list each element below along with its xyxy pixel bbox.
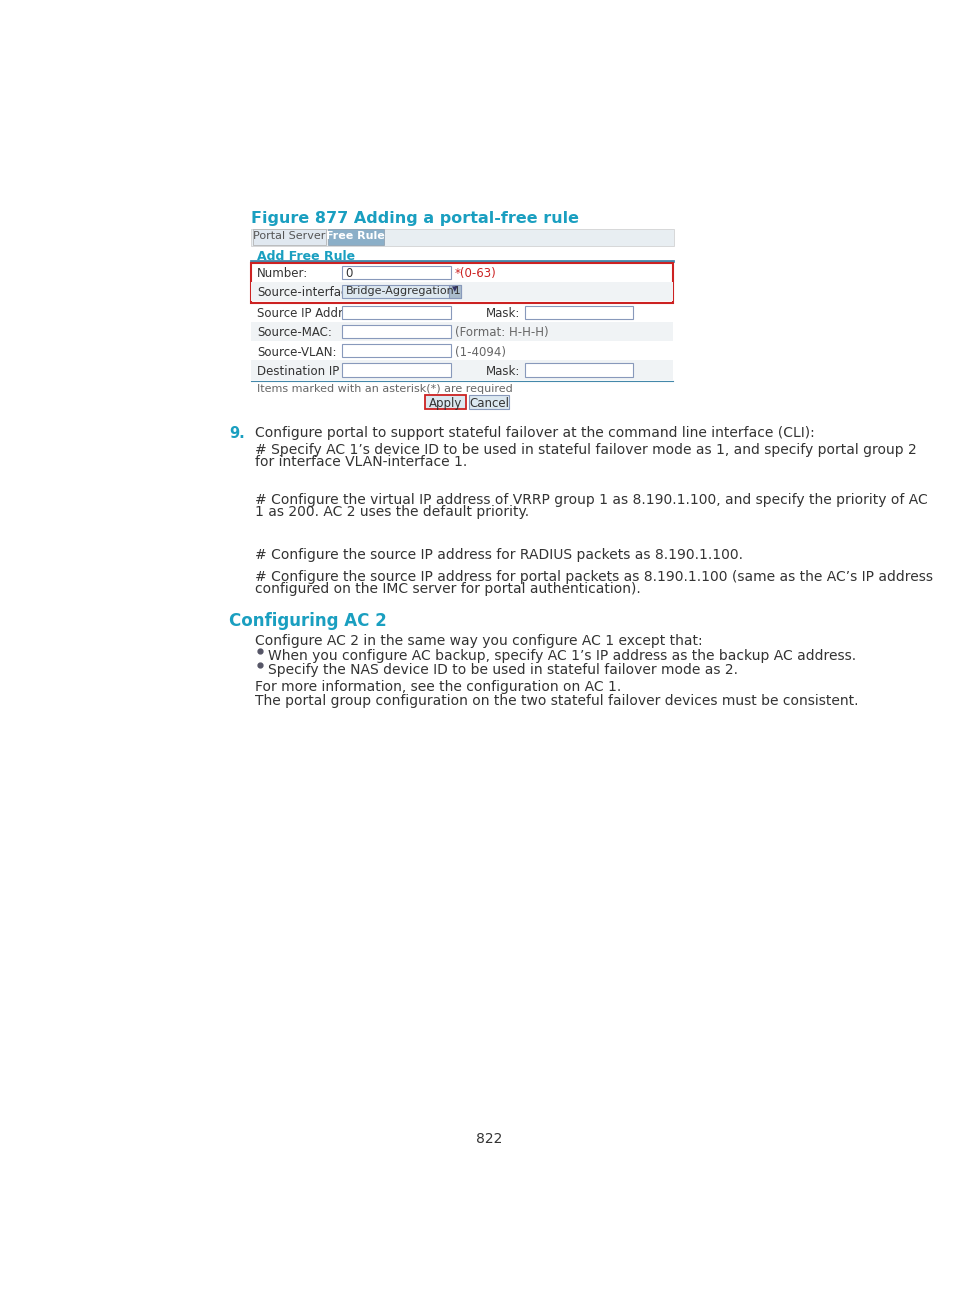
- Bar: [342, 285, 460, 298]
- Text: Mask:: Mask:: [485, 307, 519, 320]
- Text: *(0-63): *(0-63): [455, 267, 497, 280]
- Text: Source-VLAN:: Source-VLAN:: [257, 346, 336, 359]
- Bar: [251, 228, 674, 246]
- Bar: [251, 302, 673, 321]
- Text: Source-interface:: Source-interface:: [257, 286, 358, 299]
- Bar: [251, 263, 673, 302]
- Text: When you configure AC backup, specify AC 1’s IP address as the backup AC address: When you configure AC backup, specify AC…: [268, 649, 855, 664]
- Text: Portal Server: Portal Server: [253, 231, 325, 241]
- Text: Specify the NAS device ID to be used in stateful failover mode as 2.: Specify the NAS device ID to be used in …: [268, 664, 738, 677]
- Text: 9.: 9.: [229, 426, 245, 441]
- Bar: [251, 360, 673, 380]
- Bar: [342, 345, 451, 358]
- Text: Mask:: Mask:: [485, 365, 519, 378]
- Text: 822: 822: [476, 1131, 501, 1146]
- Text: # Configure the source IP address for RADIUS packets as 8.190.1.100.: # Configure the source IP address for RA…: [254, 548, 742, 562]
- Text: (1-4094): (1-4094): [455, 346, 505, 359]
- Bar: [468, 395, 509, 408]
- Text: configured on the IMC server for portal authentication).: configured on the IMC server for portal …: [254, 582, 640, 596]
- Text: Configure AC 2 in the same way you configure AC 1 except that:: Configure AC 2 in the same way you confi…: [254, 634, 701, 648]
- Text: Free Rule: Free Rule: [326, 231, 385, 241]
- Text: Configuring AC 2: Configuring AC 2: [229, 612, 387, 630]
- Text: # Configure the virtual IP address of VRRP group 1 as 8.190.1.100, and specify t: # Configure the virtual IP address of VR…: [254, 492, 926, 507]
- Text: Apply: Apply: [429, 398, 461, 411]
- Text: For more information, see the configuration on AC 1.: For more information, see the configurat…: [254, 680, 620, 693]
- Text: Configure portal to support stateful failover at the command line interface (CLI: Configure portal to support stateful fai…: [254, 426, 814, 439]
- Text: Bridge-Aggregation1: Bridge-Aggregation1: [345, 286, 461, 297]
- Bar: [251, 321, 673, 341]
- Bar: [251, 281, 673, 301]
- Text: Add Free Rule: Add Free Rule: [257, 250, 355, 263]
- Text: # Specify AC 1’s device ID to be used in stateful failover mode as 1, and specif: # Specify AC 1’s device ID to be used in…: [254, 443, 916, 456]
- Text: ▾: ▾: [452, 285, 457, 294]
- Text: Cancel: Cancel: [469, 398, 508, 411]
- Text: Figure 877 Adding a portal-free rule: Figure 877 Adding a portal-free rule: [251, 211, 578, 226]
- Bar: [448, 285, 460, 298]
- Text: Number:: Number:: [257, 267, 308, 280]
- Text: The portal group configuration on the two stateful failover devices must be cons: The portal group configuration on the tw…: [254, 693, 858, 708]
- Bar: [524, 363, 633, 377]
- Text: for interface VLAN-interface 1.: for interface VLAN-interface 1.: [254, 455, 467, 469]
- Text: Destination IP Address:: Destination IP Address:: [257, 365, 394, 378]
- Text: Source-MAC:: Source-MAC:: [257, 327, 332, 340]
- Bar: [251, 341, 673, 360]
- Bar: [342, 306, 451, 319]
- Text: 1 as 200. AC 2 uses the default priority.: 1 as 200. AC 2 uses the default priority…: [254, 505, 529, 520]
- Bar: [328, 229, 383, 245]
- Bar: [342, 363, 451, 377]
- Text: Items marked with an asterisk(*) are required: Items marked with an asterisk(*) are req…: [257, 384, 513, 394]
- Text: 0: 0: [344, 267, 352, 280]
- Bar: [342, 325, 451, 338]
- Bar: [342, 266, 451, 279]
- Bar: [524, 306, 633, 319]
- Bar: [253, 229, 326, 245]
- Bar: [425, 395, 465, 408]
- Text: (Format: H-H-H): (Format: H-H-H): [455, 327, 548, 340]
- Text: Source IP Address:: Source IP Address:: [257, 307, 366, 320]
- Text: # Configure the source IP address for portal packets as 8.190.1.100 (same as the: # Configure the source IP address for po…: [254, 570, 932, 583]
